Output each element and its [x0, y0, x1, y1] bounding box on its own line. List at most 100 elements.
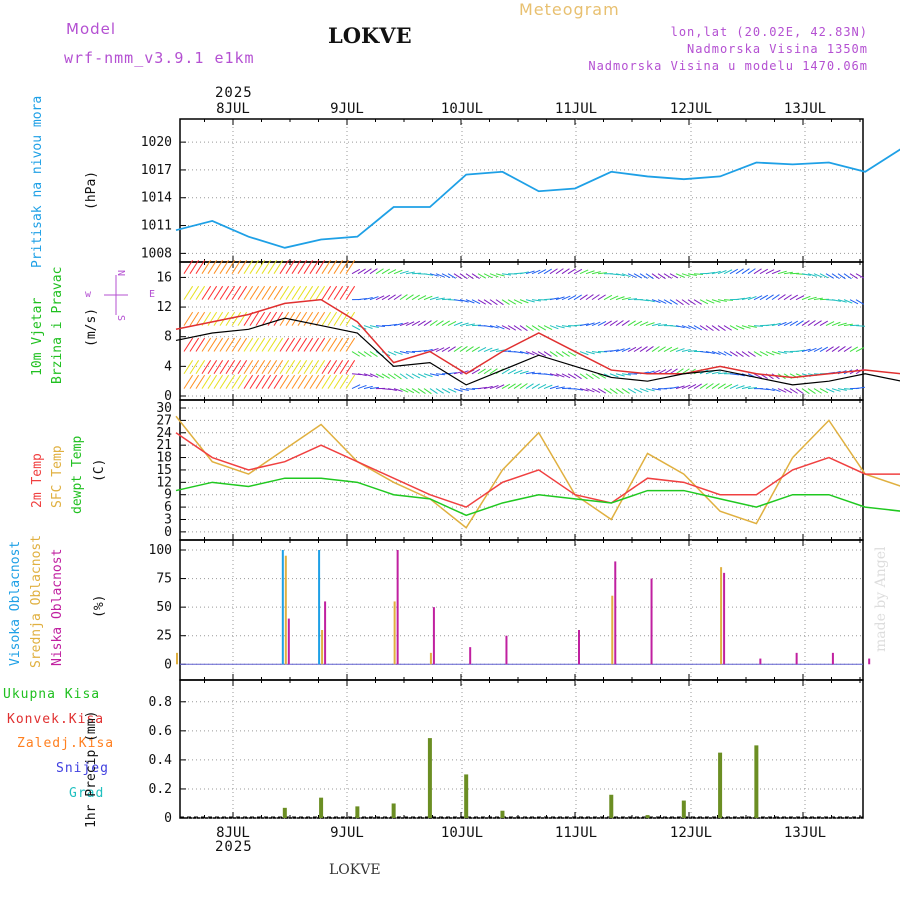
temperature-ytick-label: 15 — [156, 463, 172, 478]
wind-barb — [273, 311, 284, 326]
wind-barb — [405, 294, 414, 301]
wind-barb — [837, 346, 846, 352]
wind-barb — [663, 368, 672, 375]
wind-barb — [399, 322, 409, 327]
wind-barb — [417, 373, 427, 378]
wind-barb — [261, 374, 272, 389]
wind-barb — [675, 368, 684, 375]
wind-barb — [639, 388, 649, 393]
wind-barb — [651, 346, 660, 352]
wind-barb — [621, 388, 630, 394]
wind-barb — [585, 322, 595, 327]
wind-barb — [495, 299, 504, 306]
wind-barb — [477, 386, 487, 390]
wind-barb — [207, 259, 218, 274]
wind-barb — [255, 360, 266, 375]
low-cloud-bar — [432, 607, 435, 665]
wind-barb — [279, 337, 290, 352]
wind-barb — [693, 299, 702, 305]
wind-barb — [285, 285, 296, 300]
wind-barb — [453, 321, 463, 327]
wind-barb — [243, 337, 254, 352]
wind-barb — [843, 273, 852, 280]
wind-barb — [351, 268, 361, 275]
wind-barb — [267, 337, 278, 352]
wind-barb — [369, 373, 379, 378]
wind-barb — [729, 351, 738, 357]
wind-barb — [441, 320, 450, 327]
wind-barb — [531, 269, 541, 275]
precip-bar — [681, 800, 686, 818]
wind-barb — [219, 374, 230, 389]
page-title: LOKVE — [328, 23, 412, 48]
wind-barb — [213, 285, 224, 300]
wind-barb — [801, 388, 810, 395]
wind-barb — [189, 374, 200, 389]
wind-barb — [795, 295, 805, 301]
wind-barb — [711, 325, 720, 332]
wind-barb — [723, 325, 732, 331]
low-cloud-bar — [396, 550, 399, 665]
wind-barb — [633, 273, 643, 279]
wind-barb — [315, 337, 326, 352]
wind-barb — [411, 388, 420, 394]
wind-barb — [321, 259, 332, 274]
day-label-bottom: 11JUL — [555, 825, 597, 841]
wind-barb — [633, 388, 643, 393]
wind-barb — [225, 337, 236, 352]
wind-barb — [369, 386, 379, 390]
wind-barb — [855, 325, 866, 327]
wind-barb — [711, 351, 721, 355]
wind-barb — [483, 347, 493, 352]
wind-barb — [579, 388, 589, 392]
wind-barb — [219, 360, 230, 375]
temperature-ytick-label: 27 — [156, 413, 172, 428]
wind-barb — [525, 383, 534, 390]
wind-barb — [519, 351, 529, 355]
wind-barb — [261, 311, 272, 326]
mid-cloud-bar — [321, 630, 324, 665]
wind-barb — [303, 374, 314, 389]
wind-barb — [639, 321, 649, 327]
wind-barb — [843, 323, 853, 327]
day-label-bottom: 10JUL — [441, 825, 483, 841]
wind-barb — [597, 373, 607, 379]
wind-barb — [573, 388, 583, 391]
wind-barb — [213, 259, 224, 274]
wind-barb — [507, 325, 517, 331]
wind-barb — [699, 299, 709, 305]
wind-barb — [609, 320, 618, 327]
wind-barb — [195, 311, 206, 326]
wind-barb — [567, 351, 577, 357]
wind-barb — [435, 297, 445, 301]
wind-barb — [735, 325, 745, 330]
wind-barb — [705, 383, 714, 390]
wind-barb — [405, 351, 416, 353]
wind-ytick-label: 0 — [164, 389, 172, 404]
wind-ytick-label: 16 — [156, 270, 172, 285]
wind-barb — [693, 383, 702, 390]
precip-ytick-label: 0.8 — [149, 695, 172, 710]
low-cloud-bar — [723, 572, 726, 665]
wind-gust-line — [175, 298, 900, 379]
wind-barb — [675, 385, 685, 390]
wind-barb — [393, 269, 403, 275]
wind-barb — [327, 285, 338, 300]
wind-barb — [225, 285, 236, 300]
wind-barb — [789, 388, 798, 394]
wind-barb — [219, 259, 230, 274]
wind-barb — [651, 299, 661, 304]
wind-barb — [807, 347, 817, 352]
wind-barb — [555, 268, 564, 275]
wind-barb — [567, 268, 576, 275]
wind-barb — [801, 320, 810, 327]
wind-barb — [261, 285, 272, 300]
wind-barb — [591, 271, 601, 275]
wind-barb — [429, 320, 438, 327]
wind-barb — [207, 360, 218, 375]
precip-bar — [645, 815, 650, 818]
wind-barb — [609, 388, 618, 395]
wind-barb — [351, 384, 361, 390]
day-label-bottom: 8JUL — [216, 825, 250, 841]
wind-barb — [237, 337, 248, 352]
